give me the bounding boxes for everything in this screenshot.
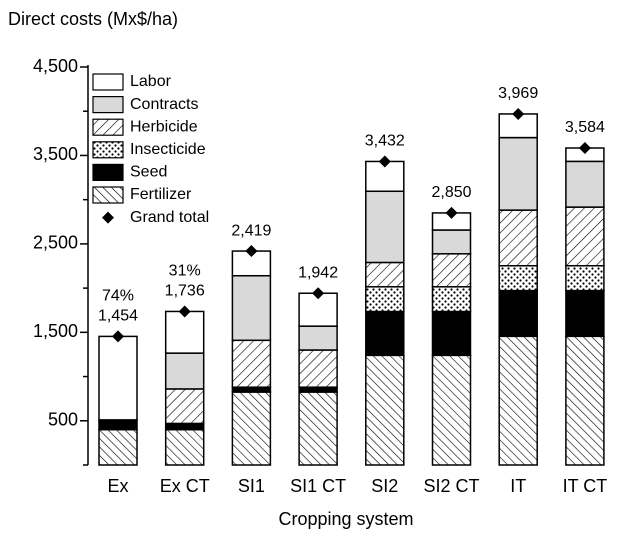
- legend-swatch: [92, 163, 124, 181]
- legend-swatch: [92, 73, 124, 91]
- total-label: 2,419: [231, 222, 271, 239]
- bar-segment: [365, 190, 405, 264]
- annotation: 31%: [169, 263, 201, 280]
- bar-segment: [565, 264, 605, 292]
- legend-label: Insecticide: [130, 141, 206, 158]
- legend-label: Herbicide: [130, 118, 198, 135]
- bar-segment: [565, 335, 605, 466]
- legend-label: Grand total: [130, 209, 209, 226]
- bar-segment: [98, 428, 138, 466]
- total-label: 1,454: [98, 308, 138, 325]
- y-tick-label: 3,500: [33, 144, 78, 164]
- total-marker: [512, 107, 525, 120]
- bar-segment: [164, 310, 205, 354]
- y-tick-label: 4,500: [33, 56, 78, 76]
- bar-segment: [98, 419, 138, 431]
- axis-title: Direct costs (Mx$/ha): [8, 9, 178, 29]
- total-marker: [245, 245, 258, 258]
- x-tick-label: SI2: [371, 476, 398, 496]
- x-axis-label: Cropping system: [278, 509, 413, 529]
- total-label: 3,969: [498, 85, 538, 102]
- bar-segment: [498, 136, 538, 211]
- bar-segment: [365, 354, 405, 466]
- legend-label: Contracts: [130, 96, 198, 113]
- total-marker: [378, 155, 391, 168]
- total-label: 2,850: [431, 184, 471, 201]
- bar-segment: [164, 388, 205, 425]
- bar-segment: [365, 286, 405, 313]
- bar-segment: [231, 339, 272, 388]
- bar-segment: [431, 253, 472, 288]
- bar-segment: [164, 352, 205, 390]
- bar-segment: [164, 428, 205, 466]
- annotation: 74%: [102, 288, 134, 305]
- bar-segment: [231, 250, 272, 277]
- x-tick-label: IT CT: [563, 476, 608, 496]
- total-marker: [112, 330, 124, 343]
- x-tick-label: Ex: [107, 476, 128, 496]
- bar-segment: [565, 289, 605, 338]
- total-label: 3,432: [365, 133, 405, 150]
- total-marker: [312, 287, 325, 300]
- legend-swatch: [92, 186, 124, 204]
- y-tick-label: 500: [48, 410, 78, 430]
- bar-segment: [431, 286, 472, 313]
- legend-label: Labor: [130, 73, 172, 90]
- total-label: 1,736: [165, 283, 205, 300]
- bar-segment: [565, 206, 605, 267]
- x-tick-label: IT: [510, 476, 526, 496]
- bar-segment: [498, 209, 538, 267]
- x-tick-label: Ex CT: [160, 476, 210, 496]
- legend-swatch: [92, 118, 124, 136]
- total-label: 3,584: [565, 119, 605, 136]
- bar-segment: [298, 349, 338, 388]
- x-tick-label: SI1 CT: [290, 476, 346, 496]
- bar-segment: [164, 422, 205, 431]
- legend-swatch: [92, 141, 124, 159]
- legend-label: Seed: [130, 164, 167, 181]
- total-marker: [578, 142, 591, 155]
- y-tick-label: 1,500: [33, 321, 78, 341]
- bar-segment: [498, 335, 538, 466]
- legend-swatch: [92, 95, 124, 114]
- bar-segment: [231, 274, 272, 342]
- bar-segment: [298, 325, 338, 351]
- bar-segment: [365, 261, 405, 288]
- bar-segment: [498, 264, 538, 292]
- bar-segment: [98, 335, 138, 421]
- bar-segment: [431, 229, 472, 255]
- legend-marker: [102, 211, 114, 224]
- total-label: 1,942: [298, 264, 338, 281]
- y-tick-label: 2,500: [33, 233, 78, 253]
- bar-segment: [431, 354, 472, 466]
- x-tick-label: SI1: [238, 476, 265, 496]
- bar-segment: [231, 391, 272, 466]
- x-tick-label: SI2 CT: [423, 476, 479, 496]
- bar-segment: [365, 310, 405, 357]
- legend-label: Fertilizer: [130, 186, 192, 203]
- total-marker: [178, 305, 191, 318]
- bar-segment: [298, 391, 338, 466]
- total-marker: [445, 206, 458, 219]
- bar-segment: [565, 160, 605, 208]
- bar-segment: [498, 289, 538, 338]
- bar-segment: [431, 310, 472, 357]
